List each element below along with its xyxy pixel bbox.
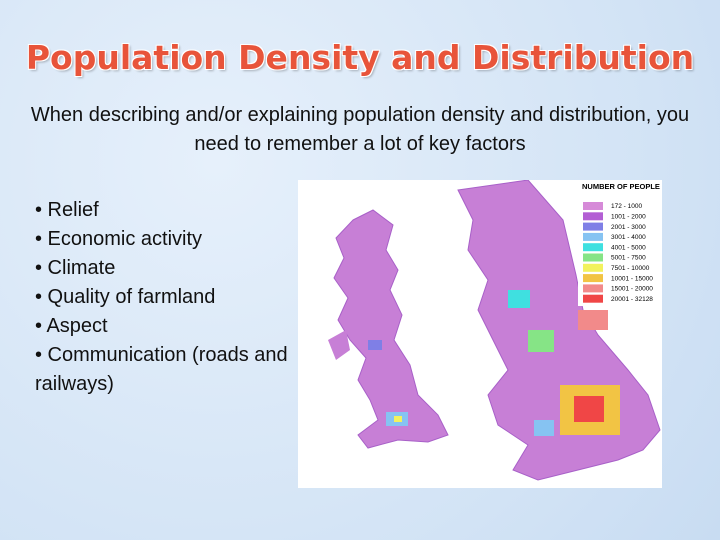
map-hotspot (394, 416, 402, 422)
bullet: • Aspect (35, 315, 108, 337)
map-hotspot (368, 340, 382, 350)
legend-title: NUMBER OF PEOPLE (582, 182, 660, 191)
legend-swatch (583, 243, 603, 252)
legend-label: 20001 - 32128 (611, 296, 653, 303)
map-hotspot (528, 330, 554, 352)
legend-label: 5001 - 7500 (611, 255, 646, 262)
bullet: • Climate (35, 257, 116, 279)
legend-swatch (583, 263, 603, 272)
legend-label: 15001 - 20000 (611, 286, 653, 293)
map-island (328, 330, 350, 360)
map-britain (333, 209, 449, 449)
map-hotspot (578, 310, 608, 330)
map-hotspot (574, 396, 604, 422)
map-hotspot (508, 290, 530, 308)
legend-label: 1001 - 2000 (611, 214, 646, 221)
map-hotspot (534, 420, 554, 436)
bullet: • Relief (35, 199, 99, 221)
legend-swatch (583, 202, 603, 210)
title: Population Density and Distribution (25, 38, 695, 77)
legend: 172 - 1000 1001 - 2000 2001 - 3000 3001 - 4… (583, 202, 653, 303)
legend-swatch (583, 284, 603, 293)
bullet: • Quality of farmland (35, 286, 216, 308)
bullet-list: • Relief • Economic activity • Climate • Qu… (35, 196, 297, 399)
legend-label: 7501 - 10000 (611, 265, 650, 272)
legend-label: 3001 - 4000 (611, 234, 646, 241)
bullet: • Economic activity (35, 228, 203, 250)
legend-label: 4001 - 5000 (611, 244, 646, 251)
legend-swatch (583, 222, 603, 231)
legend-swatch (583, 253, 603, 262)
legend-swatch (583, 294, 603, 303)
bullet: • Communication (roads and railways) (35, 344, 288, 395)
legend-label: 172 - 1000 (611, 203, 642, 210)
legend-label: 10001 - 15000 (611, 275, 653, 282)
subtitle: When describing and/or explaining popula… (30, 104, 690, 155)
population-map: NUMBER OF PEOPLE 172 - 1000 1001 - 2000 20… (298, 180, 662, 488)
legend-swatch (583, 212, 603, 221)
legend-swatch (583, 232, 603, 241)
legend-label: 2001 - 3000 (611, 224, 646, 231)
legend-swatch (583, 274, 603, 283)
